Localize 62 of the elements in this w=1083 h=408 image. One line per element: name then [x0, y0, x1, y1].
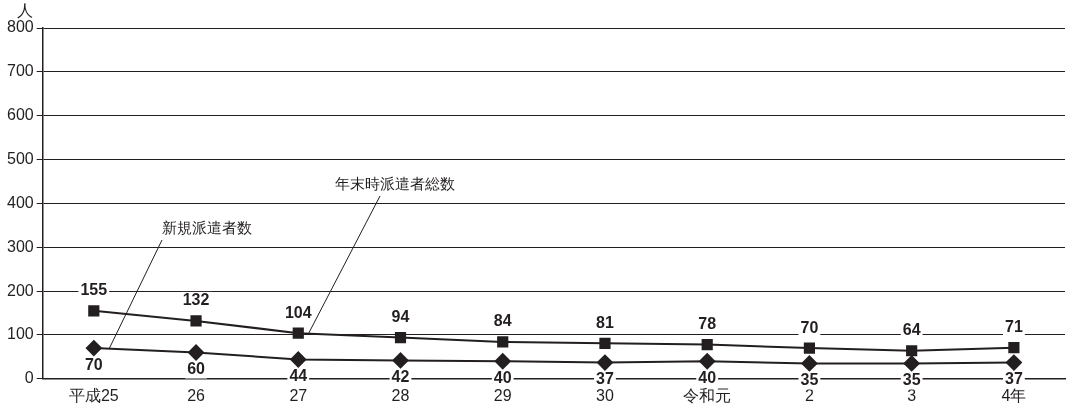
x-tick-label: 30: [596, 386, 614, 404]
data-label: 64: [902, 321, 921, 339]
point: [497, 336, 509, 348]
y-tick-label: 600: [6, 106, 34, 124]
data-label: 155: [80, 281, 108, 299]
point: [392, 352, 409, 369]
data-label: 94: [391, 307, 410, 325]
x-tick-label: 27: [289, 386, 308, 404]
data-label: 81: [596, 313, 614, 331]
point: [599, 337, 611, 349]
y-tick-label: 800: [6, 18, 34, 36]
point: [596, 354, 613, 371]
x-tick-label: 平成25: [68, 386, 119, 404]
point: [290, 351, 307, 368]
data-label: 37: [596, 369, 614, 387]
x-tick-label: 令和元: [683, 386, 732, 404]
point: [1008, 342, 1020, 354]
y-tick-label: 500: [6, 149, 34, 167]
data-label: 42: [391, 367, 410, 385]
point: [699, 353, 716, 370]
data-label: 84: [493, 312, 512, 330]
point: [903, 355, 920, 372]
data-label: 35: [800, 370, 819, 388]
point: [88, 305, 100, 317]
data-label: 35: [902, 370, 921, 388]
data-label: 44: [289, 366, 308, 384]
y-tick-label: 700: [6, 62, 34, 80]
y-tick-label: 400: [6, 193, 34, 211]
data-label: 132: [182, 291, 210, 309]
data-label: 60: [187, 359, 206, 377]
data-label: 70: [800, 318, 819, 336]
x-tick-label: 29: [493, 386, 512, 404]
point: [190, 315, 202, 327]
x-tick-label: 28: [391, 386, 410, 404]
point: [494, 353, 511, 370]
text: 年末時派遣者総数: [335, 174, 455, 192]
y-axis-title: 人: [16, 2, 33, 20]
data-label: 104: [284, 303, 312, 321]
point: [85, 340, 102, 357]
y-tick-label: 0: [24, 369, 34, 387]
data-label: 37: [1004, 369, 1023, 387]
x-tick-label: 3: [907, 386, 917, 404]
x-tick-label: 4年: [1001, 386, 1027, 404]
data-label: 40: [698, 368, 717, 386]
point: [803, 342, 816, 354]
point: [292, 327, 304, 339]
data-label: 70: [84, 355, 103, 373]
point: [701, 339, 713, 351]
point: [394, 331, 407, 344]
data-label: 78: [698, 315, 717, 332]
y-tick-label: 100: [6, 325, 34, 343]
text: 新規派遣者数: [162, 218, 252, 236]
data-label: 71: [1004, 318, 1023, 336]
y-tick-label: 200: [6, 281, 34, 299]
point: [801, 355, 818, 372]
point: [1005, 354, 1022, 371]
x-tick-label: 26: [187, 386, 206, 404]
point: [906, 345, 918, 357]
y-tick-label: 300: [6, 237, 34, 255]
data-label: 40: [493, 368, 512, 386]
point: [188, 344, 205, 361]
x-tick-label: 2: [804, 386, 814, 404]
